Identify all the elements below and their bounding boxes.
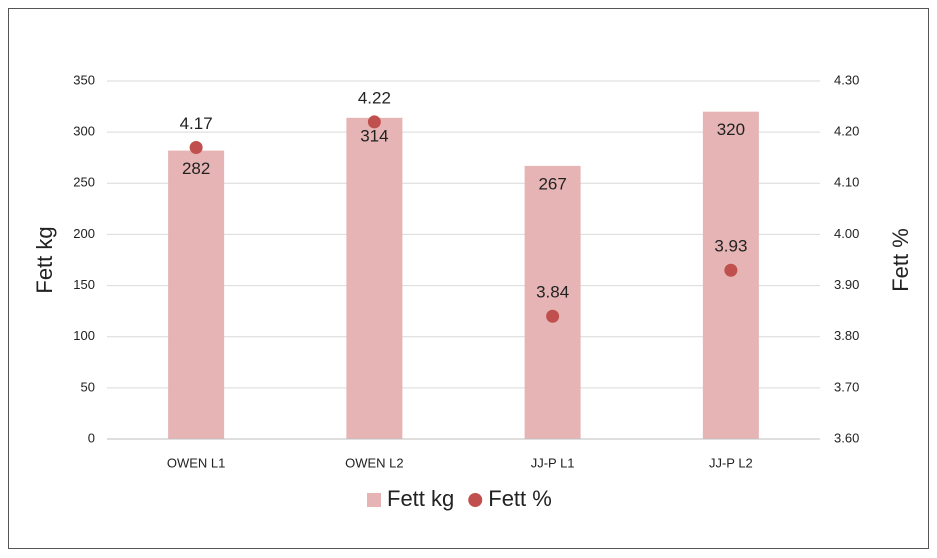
- y-axis-title: Fett kg: [32, 226, 57, 293]
- y2-tick-label: 3.90: [834, 277, 859, 292]
- y-tick-label: 200: [73, 226, 95, 241]
- y2-tick-label: 3.70: [834, 379, 859, 394]
- y2-tick-label: 4.20: [834, 124, 859, 139]
- point: [189, 140, 203, 154]
- x-tick-label: JJ-P L1: [531, 455, 575, 470]
- point-value-label: 4.22: [358, 88, 391, 107]
- y-tick-label: 300: [73, 124, 95, 139]
- x-tick-label: JJ-P L2: [709, 455, 753, 470]
- point-value-label: 3.84: [536, 283, 569, 302]
- y2-tick-label: 4.00: [834, 226, 859, 241]
- y2-tick-label: 3.80: [834, 328, 859, 343]
- bar-value-label: 267: [538, 174, 566, 193]
- bar-value-label: 314: [360, 126, 388, 145]
- chart-frame: [8, 8, 929, 549]
- legend-label: Fett %: [488, 486, 552, 511]
- bar-value-label: 320: [717, 120, 745, 139]
- y2-tick-label: 3.60: [834, 430, 859, 445]
- point-value-label: 3.93: [714, 237, 747, 256]
- x-tick-label: OWEN L1: [167, 455, 226, 470]
- y2-tick-label: 4.30: [834, 72, 859, 87]
- bar: [346, 117, 403, 439]
- legend-swatch: [367, 493, 381, 507]
- point: [367, 115, 381, 129]
- point: [546, 309, 560, 323]
- y-tick-label: 350: [73, 72, 95, 87]
- y-tick-label: 150: [73, 277, 95, 292]
- bar: [168, 150, 225, 439]
- legend-swatch: [468, 493, 483, 507]
- point: [724, 263, 738, 277]
- legend-label: Fett kg: [387, 486, 454, 511]
- y2-axis-title: Fett %: [888, 228, 913, 292]
- point-value-label: 4.17: [180, 114, 213, 133]
- y2-tick-label: 4.10: [834, 175, 859, 190]
- y-tick-label: 100: [73, 328, 95, 343]
- bar: [524, 165, 581, 439]
- x-tick-label: OWEN L2: [345, 455, 404, 470]
- bar-value-label: 282: [182, 159, 210, 178]
- y-tick-label: 0: [88, 430, 95, 445]
- y-tick-label: 250: [73, 175, 95, 190]
- y-tick-label: 50: [81, 379, 95, 394]
